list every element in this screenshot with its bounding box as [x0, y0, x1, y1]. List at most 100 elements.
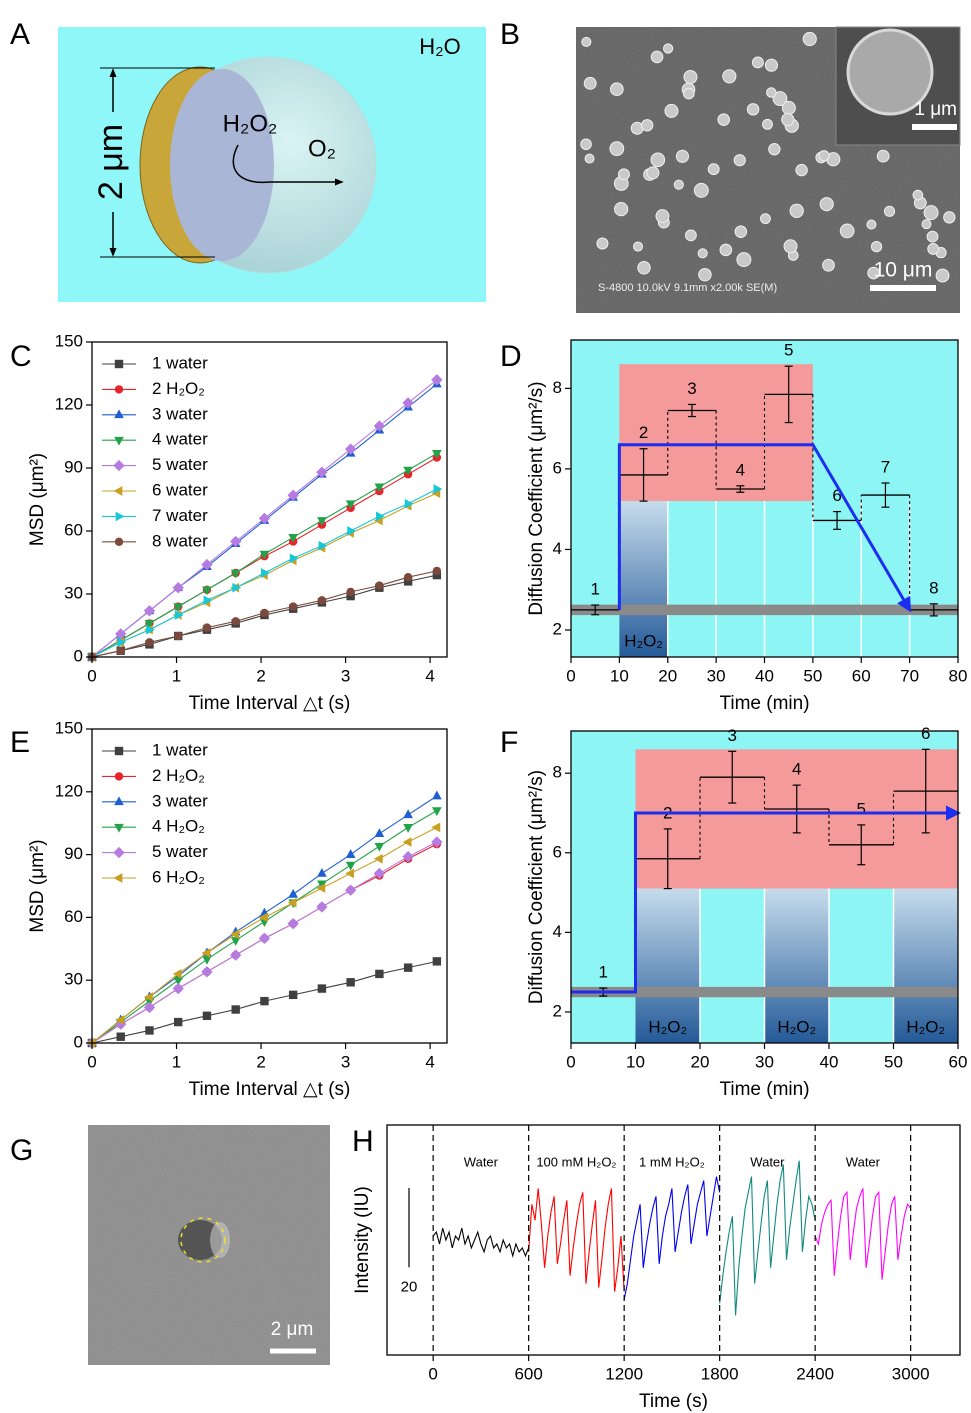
y-tick-label: 0 — [74, 646, 83, 665]
particle — [734, 225, 748, 238]
segment-label: Water — [846, 1154, 881, 1169]
data-point — [287, 918, 299, 930]
particle — [675, 149, 690, 163]
particle — [867, 266, 880, 280]
particle — [637, 261, 651, 275]
data-point — [431, 374, 443, 386]
plot-frame — [386, 1124, 961, 1356]
particle — [822, 258, 835, 272]
x-axis-label: Time (min) — [719, 1079, 809, 1100]
data-point — [202, 955, 212, 965]
x-tick-label: 3000 — [892, 1364, 930, 1383]
scale-label: 2 μm — [271, 1319, 314, 1340]
x-tick-label: 0 — [566, 1052, 575, 1071]
series-line — [623, 1176, 721, 1300]
data-point — [375, 969, 384, 979]
data-point — [144, 992, 153, 1002]
data-point — [203, 595, 213, 606]
data-point — [260, 608, 269, 618]
data-point — [232, 582, 242, 593]
particle — [870, 240, 883, 253]
particle — [839, 223, 855, 239]
interval-label: H₂O₂ — [648, 1017, 687, 1036]
particle — [683, 70, 698, 85]
inset-scale-label: 1 μm — [914, 99, 957, 120]
x-tick-label: 30 — [707, 666, 726, 685]
data-point — [287, 897, 297, 908]
legend-marker — [114, 385, 124, 394]
segment-label: 1 mM H₂O₂ — [639, 1154, 705, 1169]
data-point — [117, 637, 127, 648]
scale-label: 10 μm — [874, 259, 933, 282]
data-point — [404, 498, 414, 509]
data-point — [433, 484, 443, 494]
data-point — [172, 969, 182, 979]
x-tick-label: 1 — [172, 1052, 181, 1071]
y-tick-label: 2 — [553, 619, 562, 638]
data-point — [259, 550, 270, 560]
series-line — [814, 1188, 912, 1280]
data-point — [375, 581, 384, 590]
h2o2-interval — [764, 888, 829, 1043]
x-tick-label: 4 — [425, 666, 434, 685]
data-point — [403, 963, 413, 972]
point-label: 2 — [639, 423, 648, 442]
y-tick-label: 6 — [553, 842, 562, 861]
point-label: 3 — [687, 379, 696, 398]
x-axis-label: Time (s) — [639, 1391, 708, 1412]
x-tick-label: 1800 — [701, 1364, 739, 1383]
point-label: 8 — [929, 578, 938, 597]
data-point — [288, 533, 298, 543]
particle — [921, 219, 932, 230]
particle — [733, 154, 746, 167]
x-tick-label: 0 — [87, 1052, 96, 1071]
y-tick-label: 30 — [64, 970, 83, 989]
particle — [722, 69, 737, 84]
data-point — [115, 1015, 125, 1025]
legend-label: 1 water — [152, 353, 208, 372]
data-point — [402, 851, 414, 863]
baseline-band — [571, 604, 958, 616]
legend-label: 1 water — [152, 740, 208, 759]
particle — [762, 118, 773, 130]
data-point — [373, 867, 386, 880]
y-tick-label: 8 — [553, 378, 562, 397]
y-axis-label: Intensity (IU) — [352, 1186, 373, 1294]
data-point — [115, 1018, 127, 1030]
data-point — [261, 568, 270, 578]
h2o2-interval — [619, 501, 668, 657]
plot-frame — [91, 341, 448, 658]
particle — [912, 189, 924, 201]
data-point — [403, 824, 413, 833]
data-point — [318, 540, 328, 551]
data-point — [346, 591, 355, 601]
data-point — [201, 948, 211, 958]
data-point — [344, 884, 357, 896]
particle — [693, 182, 709, 198]
data-point — [373, 853, 383, 864]
interval-label: H₂O₂ — [906, 1017, 945, 1036]
legend-label: 2 H₂O₂ — [152, 379, 205, 398]
legend-label: 3 water — [152, 404, 208, 423]
particle — [764, 58, 779, 72]
segment-label: Water — [464, 1154, 499, 1169]
particle — [650, 50, 664, 64]
segment-label: Water — [750, 1154, 785, 1169]
panel-label: A — [10, 18, 30, 51]
point-label: 1 — [590, 580, 599, 599]
y-tick-label: 8 — [553, 763, 562, 782]
y-tick-label: 150 — [55, 718, 83, 737]
data-point — [402, 837, 412, 847]
particle — [655, 209, 670, 224]
particle — [781, 100, 796, 115]
particle — [781, 112, 795, 127]
data-point — [345, 861, 356, 871]
y-axis-label: MSD (μm²) — [27, 839, 48, 932]
particle — [772, 91, 788, 106]
particle — [641, 119, 654, 132]
x-axis-label: Time (min) — [719, 693, 809, 714]
particle — [614, 201, 629, 217]
data-point — [145, 638, 154, 647]
data-point — [346, 587, 355, 597]
data-point — [287, 489, 299, 501]
